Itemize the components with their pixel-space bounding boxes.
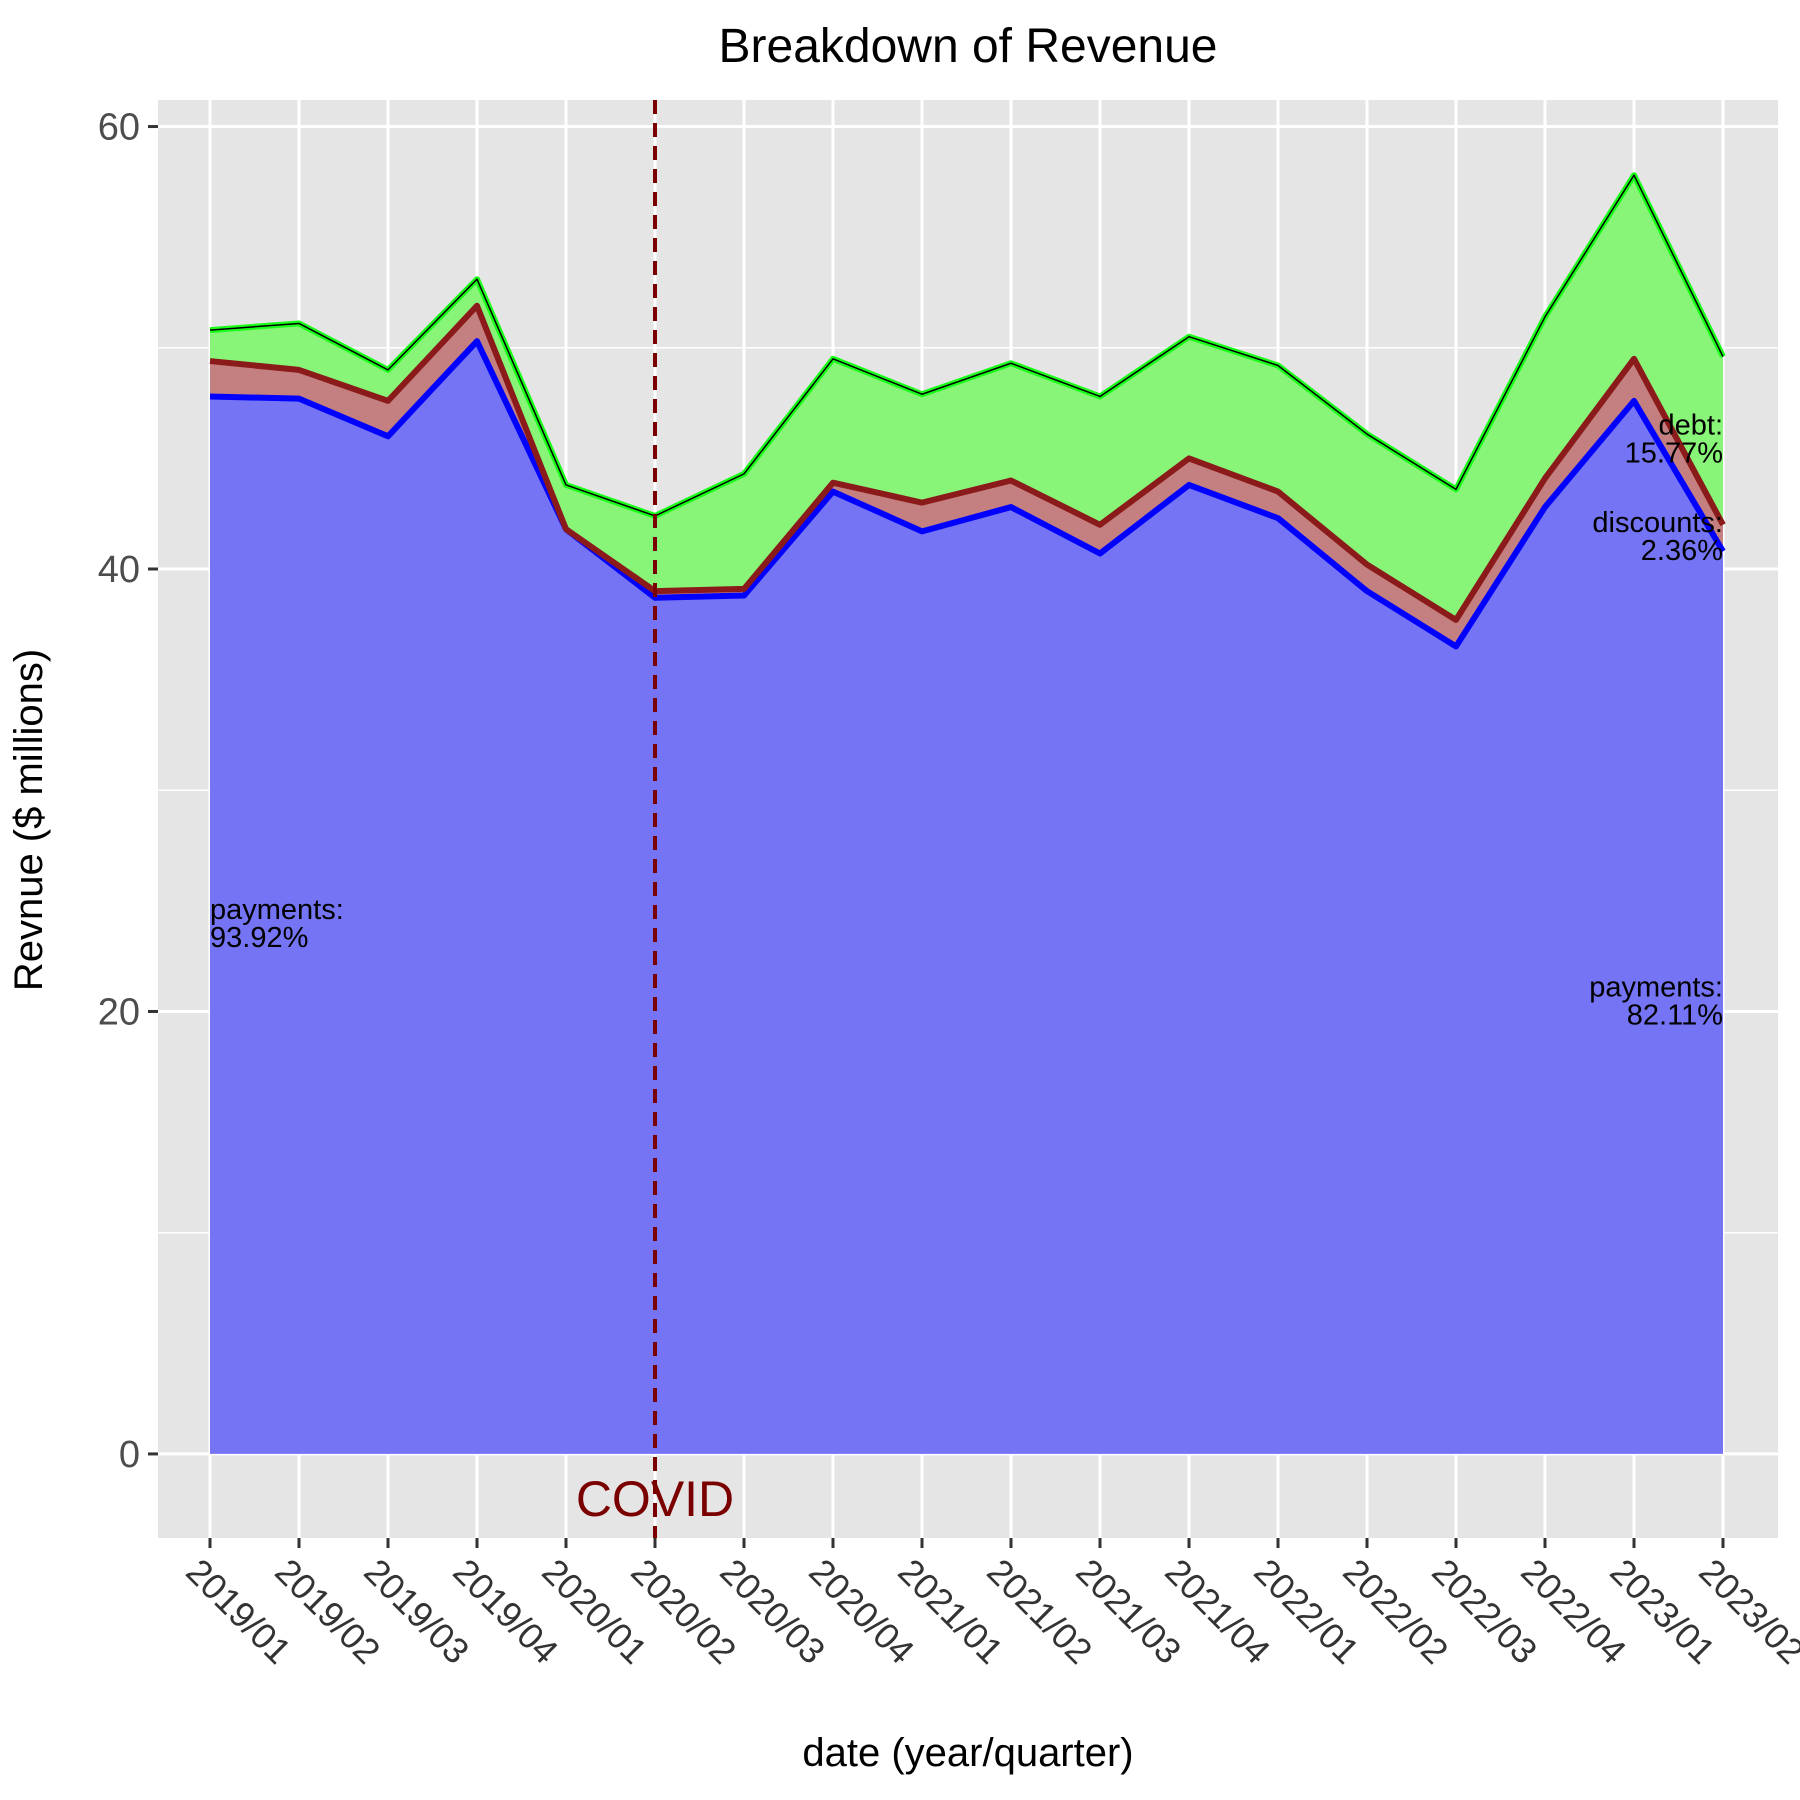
chart-title: Breakdown of Revenue [719,20,1218,73]
area-payments [210,341,1723,1454]
y-tick-label: 0 [119,1434,140,1476]
x-axis-title: date (year/quarter) [802,1731,1133,1775]
y-tick-label: 20 [98,991,140,1033]
annotation-discounts-end-label: discounts: [1592,507,1723,539]
line-discounts [209,302,1726,623]
annotation-payments-end-value: 82.11% [1627,1000,1723,1032]
stacked-areas [210,175,1723,1454]
area-discounts [210,305,1723,647]
annotation-payments-start-label: payments: [210,894,344,926]
line-total [209,174,1724,517]
annotation-debt-end-label: debt: [1659,410,1724,442]
y-tick-label: 60 [98,107,140,149]
covid-marker: COVID [576,100,734,1538]
annotation-debt-end-value: 15.77% [1625,438,1723,470]
y-axis-title: Revnue ($ millions) [7,649,51,991]
annotation-payments-start-value: 93.92% [210,922,308,954]
annotation-payments-end-label: payments: [1589,972,1723,1004]
annotations: payments:93.92%payments:82.11%discounts:… [210,410,1723,1032]
covid-label: COVID [576,1471,734,1527]
y-tick-label: 40 [98,549,140,591]
area-debt [210,175,1723,620]
line-payments [209,338,1726,650]
annotation-discounts-end-value: 2.36% [1641,535,1723,567]
series-lines [209,172,1726,650]
